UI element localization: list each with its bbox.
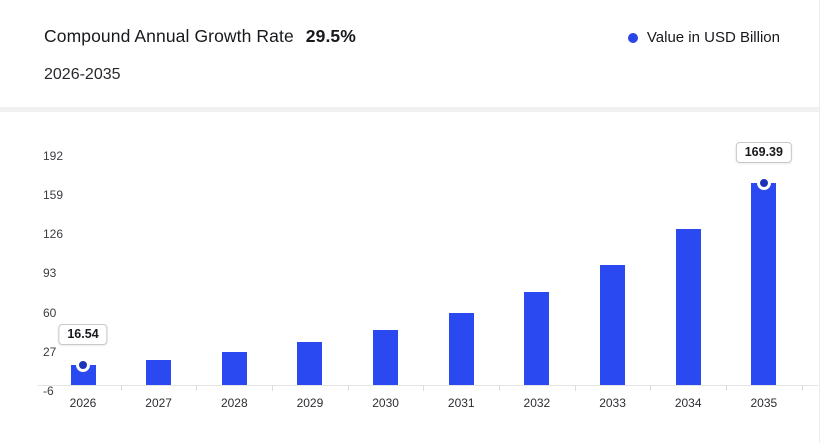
- x-axis-label-2034: 2034: [674, 396, 702, 410]
- x-axis-tick-1: [196, 385, 198, 391]
- bar-2027[interactable]: [146, 359, 172, 385]
- x-axis-label-2026: 2026: [69, 396, 97, 410]
- panel-right-border: [819, 0, 820, 443]
- bar-2032[interactable]: [524, 292, 550, 385]
- x-axis-tick-4: [423, 385, 425, 391]
- x-axis-label-2030: 2030: [372, 396, 399, 410]
- header-divider: [0, 107, 819, 112]
- x-axis-tick-5: [499, 385, 501, 391]
- bar-2034[interactable]: [675, 229, 701, 385]
- bar-2033[interactable]: [600, 264, 626, 385]
- y-axis-label-159: 159: [43, 187, 64, 202]
- x-axis-tick-7: [650, 385, 652, 391]
- x-axis-label-2033: 2033: [599, 396, 626, 410]
- x-axis-label-2032: 2032: [523, 396, 551, 410]
- bar-2031[interactable]: [448, 313, 474, 385]
- x-axis-label-2027: 2027: [145, 396, 172, 410]
- bar-2035[interactable]: [751, 183, 777, 385]
- bar-2026[interactable]: [70, 365, 96, 385]
- bar-2030[interactable]: [373, 329, 399, 385]
- x-axis-tick-3: [347, 385, 349, 391]
- point-marker-2026: [76, 358, 90, 373]
- x-axis-tick-2: [272, 385, 274, 391]
- value-label-2026: 16.54: [58, 324, 108, 346]
- legend-label: Value in USD Billion: [646, 29, 780, 46]
- x-axis-label-2029: 2029: [296, 396, 324, 410]
- y-axis-label-93: 93: [43, 266, 57, 281]
- bar-2029[interactable]: [297, 342, 323, 385]
- x-axis-label-2031: 2031: [447, 396, 475, 410]
- x-axis-tick-9: [801, 385, 803, 391]
- page-title: Compound Annual Growth Rate 29.5%: [44, 26, 356, 47]
- x-axis-label-2035: 2035: [750, 396, 778, 410]
- x-axis-tick-6: [574, 385, 576, 391]
- y-axis-label-60: 60: [43, 305, 57, 320]
- chart-title-text: Compound Annual Growth Rate: [44, 26, 294, 46]
- point-marker-2035: [756, 176, 771, 191]
- y-axis-label-192: 192: [43, 148, 64, 163]
- x-axis-line: [38, 385, 818, 386]
- bar-2028[interactable]: [221, 351, 247, 385]
- chart-subtitle-range: 2026-2035: [44, 66, 121, 83]
- x-axis-tick-8: [726, 385, 728, 391]
- x-axis-label-2028: 2028: [220, 396, 248, 410]
- value-label-2035: 169.39: [735, 142, 792, 164]
- legend-dot-icon: [627, 32, 638, 43]
- y-axis-label-27: 27: [43, 344, 57, 359]
- y-axis-label-126: 126: [43, 227, 64, 242]
- x-axis-tick-0: [120, 385, 122, 391]
- cagr-value: 29.5%: [305, 26, 356, 46]
- y-axis-label--6: -6: [43, 384, 54, 399]
- legend-item-value-usd[interactable]: Value in USD Billion: [627, 29, 780, 46]
